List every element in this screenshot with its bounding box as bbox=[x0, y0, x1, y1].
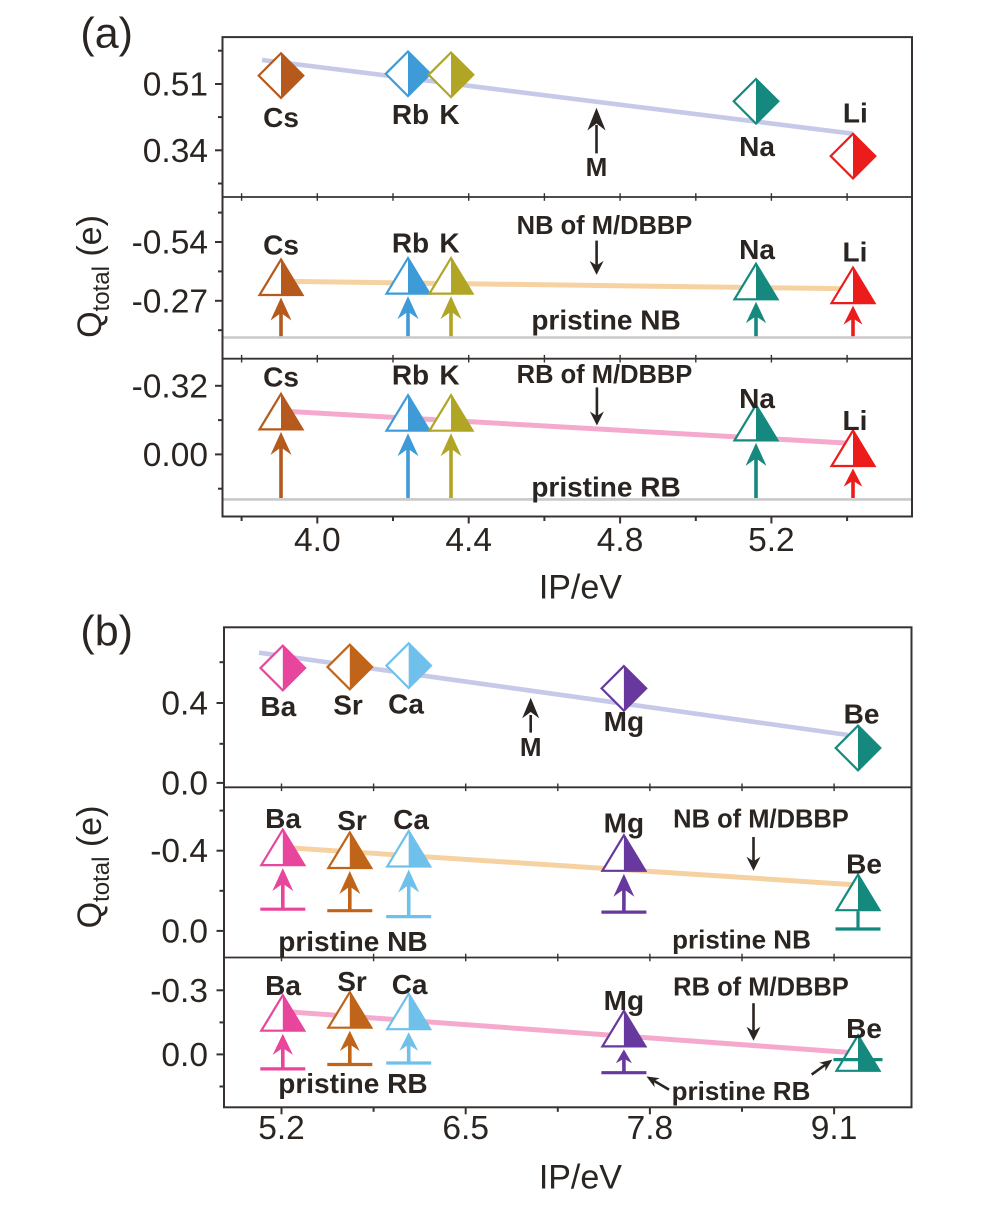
svg-text:4.0: 4.0 bbox=[294, 522, 341, 559]
svg-text:6.5: 6.5 bbox=[442, 1110, 489, 1147]
svg-text:Qtotal (e): Qtotal (e) bbox=[71, 215, 115, 338]
svg-text:Na: Na bbox=[739, 234, 775, 265]
svg-text:NB of M/DBBP: NB of M/DBBP bbox=[517, 212, 693, 240]
svg-text:Be: Be bbox=[844, 699, 880, 730]
svg-text:IP/eV: IP/eV bbox=[539, 569, 622, 607]
svg-text:Rb: Rb bbox=[392, 99, 429, 130]
svg-text:7.8: 7.8 bbox=[627, 1110, 674, 1147]
svg-text:0.4: 0.4 bbox=[161, 686, 208, 723]
svg-text:-0.32: -0.32 bbox=[132, 368, 208, 405]
svg-text:5.2: 5.2 bbox=[258, 1110, 305, 1147]
svg-text:K: K bbox=[439, 360, 459, 391]
svg-text:pristine NB: pristine NB bbox=[531, 305, 680, 336]
svg-text:pristine NB: pristine NB bbox=[672, 925, 811, 955]
svg-text:Ca: Ca bbox=[393, 804, 429, 835]
svg-text:-0.4: -0.4 bbox=[150, 833, 208, 870]
svg-text:Li: Li bbox=[843, 237, 868, 268]
svg-text:Mg: Mg bbox=[604, 706, 644, 737]
svg-text:Cs: Cs bbox=[263, 102, 299, 133]
svg-text:Sr: Sr bbox=[333, 690, 363, 721]
svg-text:4.4: 4.4 bbox=[445, 522, 492, 559]
svg-text:K: K bbox=[439, 99, 459, 130]
svg-text:pristine RB: pristine RB bbox=[278, 1068, 427, 1099]
svg-text:Na: Na bbox=[739, 383, 775, 414]
svg-text:Ba: Ba bbox=[260, 691, 296, 722]
svg-text:Sr: Sr bbox=[337, 805, 367, 836]
svg-text:NB of M/DBBP: NB of M/DBBP bbox=[673, 806, 849, 834]
svg-text:4.8: 4.8 bbox=[597, 522, 644, 559]
svg-text:M: M bbox=[586, 152, 608, 182]
svg-text:-0.3: -0.3 bbox=[150, 973, 208, 1010]
svg-text:Be: Be bbox=[846, 1013, 882, 1044]
svg-text:(a): (a) bbox=[80, 10, 133, 58]
svg-text:0.51: 0.51 bbox=[143, 67, 208, 104]
svg-text:RB of M/DBBP: RB of M/DBBP bbox=[517, 361, 693, 389]
svg-text:Qtotal (e): Qtotal (e) bbox=[71, 806, 115, 929]
svg-text:Na: Na bbox=[739, 131, 775, 162]
svg-text:Rb: Rb bbox=[392, 360, 429, 391]
svg-text:Mg: Mg bbox=[604, 985, 644, 1016]
svg-text:M: M bbox=[520, 732, 542, 762]
svg-text:Li: Li bbox=[843, 405, 868, 436]
svg-text:Cs: Cs bbox=[263, 362, 299, 393]
svg-text:Ca: Ca bbox=[392, 969, 428, 1000]
svg-text:Ba: Ba bbox=[265, 803, 301, 834]
svg-text:9.1: 9.1 bbox=[811, 1110, 858, 1147]
svg-text:pristine RB: pristine RB bbox=[672, 1076, 811, 1106]
svg-text:pristine NB: pristine NB bbox=[278, 926, 427, 957]
svg-text:Ca: Ca bbox=[388, 689, 424, 720]
svg-text:-0.27: -0.27 bbox=[132, 283, 208, 320]
svg-text:Sr: Sr bbox=[337, 966, 367, 997]
svg-text:0.0: 0.0 bbox=[161, 765, 208, 802]
svg-text:-0.54: -0.54 bbox=[132, 225, 208, 262]
svg-text:Rb: Rb bbox=[392, 228, 429, 259]
svg-text:5.2: 5.2 bbox=[748, 522, 795, 559]
svg-text:Cs: Cs bbox=[263, 229, 299, 260]
svg-text:IP/eV: IP/eV bbox=[539, 1159, 622, 1197]
svg-text:0.34: 0.34 bbox=[143, 133, 208, 170]
svg-text:Li: Li bbox=[843, 98, 868, 129]
svg-text:Ba: Ba bbox=[265, 970, 301, 1001]
svg-text:Mg: Mg bbox=[604, 808, 644, 839]
svg-text:RB of M/DBBP: RB of M/DBBP bbox=[673, 974, 849, 1002]
svg-text:0.0: 0.0 bbox=[161, 1037, 208, 1074]
svg-text:0.00: 0.00 bbox=[143, 437, 208, 474]
svg-text:(b): (b) bbox=[80, 608, 133, 656]
svg-text:pristine RB: pristine RB bbox=[531, 472, 680, 503]
svg-text:Be: Be bbox=[846, 849, 882, 880]
svg-text:K: K bbox=[439, 228, 459, 259]
svg-text:0.0: 0.0 bbox=[161, 913, 208, 950]
